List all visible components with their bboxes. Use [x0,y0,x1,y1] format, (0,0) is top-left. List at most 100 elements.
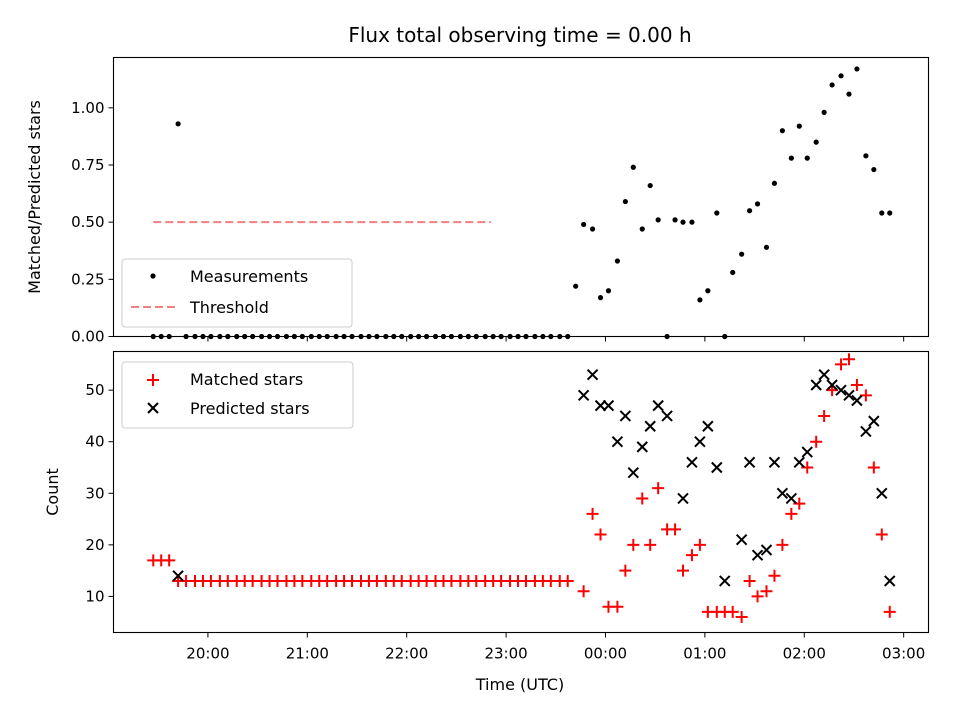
measurements-point [879,210,885,216]
predicted-stars-point [793,456,806,469]
legend-measurements-marker [150,273,156,279]
top-panel-legend: Measurements Threshold [121,258,353,328]
measurements-point [730,269,736,276]
bottom-panel-marks [147,353,896,624]
measurements-point [854,66,860,72]
predicted-stars-point [785,492,798,505]
matched-stars-point [594,528,607,541]
top-panel: 0.00 0.25 0.50 0.75 1.00 Matched/Predicted s… [25,56,930,346]
measurements-point [871,166,877,173]
matched-stars-point [669,523,682,536]
matched-stars-point [652,482,665,495]
measurements-point [796,123,802,129]
predicted-stars-point [860,425,872,438]
matched-stars-point [636,492,649,505]
predicted-stars-point [876,487,888,499]
legend-threshold-label: Threshold [189,298,269,317]
predicted-stars-point [818,368,830,381]
measurements-point [887,210,893,216]
matched-stars-point [743,574,756,587]
matched-stars-point [776,538,789,551]
measurements-point [630,164,636,170]
matched-stars-point [586,507,599,520]
measurements-point [804,155,810,161]
bottom-panel-y-ticks: 10 20 30 40 50 [85,381,114,605]
measurements-point [739,251,745,257]
matched-stars-point [768,569,781,582]
matched-stars-point [685,549,698,562]
measurements-point [829,82,835,88]
predicted-stars-point [644,420,656,432]
matched-stars-point [577,585,590,598]
y-tick-label: 0.00 [71,328,104,346]
predicted-stars-point [851,394,863,407]
y-tick-label: 30 [85,484,104,502]
predicted-stars-point [719,575,731,587]
predicted-stars-point [686,456,698,469]
bottom-panel-x-ticks: 20:00 21:00 22:00 23:00 00:00 01:00 02:00 03:00 [186,632,925,663]
x-tick-label: 03:00 [882,645,925,663]
legend-measurements-label: Measurements [190,267,308,286]
measurements-point [746,208,753,214]
measurements-point [573,283,579,289]
bottom-panel-frame [112,350,930,634]
measurements-point [597,295,604,301]
predicted-stars-point [884,575,896,587]
measurements-point [639,226,645,232]
predicted-stars-point [702,420,714,432]
x-tick-label: 22:00 [385,645,428,663]
matched-stars-point [163,554,176,567]
matched-stars-point [735,611,748,624]
matched-stars-point [693,538,706,551]
matched-stars-point [677,564,690,577]
matched-stars-point [835,358,848,371]
measurements-point [622,198,628,205]
predicted-stars-point [619,410,632,422]
bottom-panel-y-axis-label: Count [43,468,62,516]
y-tick-label: 0.50 [71,213,104,231]
predicted-stars-point [735,533,748,546]
y-tick-label: 50 [85,381,104,399]
measurements-point [175,121,181,127]
matched-stars-point [818,409,831,422]
top-panel-y-axis-label: Matched/Predicted stars [25,100,44,294]
measurements-point [605,288,612,294]
measurements-point [779,128,785,134]
matched-stars-point [850,379,863,392]
y-tick-label: 20 [85,536,104,554]
x-axis-label: Time (UTC) [475,675,564,694]
y-tick-label: 10 [85,587,104,605]
predicted-stars-point [751,549,764,561]
top-panel-y-ticks: 0.00 0.25 0.50 0.75 1.00 [71,99,114,346]
x-tick-label: 01:00 [683,645,726,663]
measurements-point [655,217,661,223]
predicted-stars-point [636,441,648,453]
matched-stars-point [883,605,896,618]
predicted-stars-point [172,570,184,582]
measurements-point [813,139,819,145]
measurements-point [689,219,695,225]
measurements-point [846,91,852,97]
measurements-point [680,219,686,225]
x-tick-label: 00:00 [584,645,627,663]
predicted-stars-point [694,436,706,448]
measurements-point [714,210,720,216]
matched-stars-point [842,353,855,366]
predicted-stars-point [711,461,723,474]
predicted-stars-point [810,379,822,391]
matched-stars-point [644,538,657,551]
y-tick-label: 1.00 [71,99,104,117]
measurements-point [705,288,711,294]
predicted-stars-point [743,456,756,469]
y-tick-label: 40 [85,433,104,451]
predicted-stars-point [627,466,640,479]
measurements-point [754,201,761,207]
predicted-stars-point [868,415,880,427]
predicted-stars-point [826,379,838,391]
top-panel-frame [112,56,930,338]
legend-matched-stars-label: Matched stars [190,370,303,389]
predicted-stars-point [586,368,599,381]
matched-stars-point [810,435,823,448]
y-tick-label: 0.75 [71,156,104,174]
